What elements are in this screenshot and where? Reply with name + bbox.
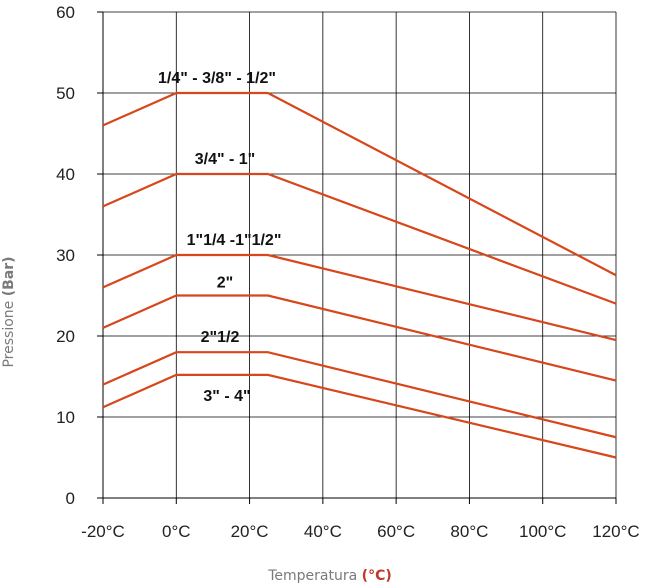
x-tick-label: 120°C [592,522,639,541]
x-tick-label: 40°C [304,522,342,541]
tick-labels: 0 10 20 30 40 50 60 -20°C 0°C 20°C 40°C 60°C 80°C 100… [56,3,640,541]
y-tick-label: 30 [56,246,75,265]
series-label: 1/4" - 3/8" - 1/2" [158,70,276,87]
series-label: 1"1/4 -1"1/2" [187,232,282,249]
series-line [102,91,617,277]
series-label: 3/4" - 1" [195,151,256,168]
y-tick-label: 40 [56,165,75,184]
series-label: 2" [217,275,233,292]
series-line [102,172,617,305]
x-tick-label: 80°C [450,522,488,541]
y-axis-title: Pressione (Bar) [1,256,17,367]
series-line [102,294,617,382]
y-tick-label: 20 [56,327,75,346]
series-line [102,253,617,342]
x-tick-label: 60°C [377,522,415,541]
x-tick-label: 20°C [231,522,269,541]
series-label: 2"1/2 [201,329,240,346]
y-tick-label: 60 [56,3,75,22]
x-tick-label: -20°C [81,522,125,541]
series-label: 3" - 4" [203,388,250,405]
x-axis-title: Temperatura (°C) [267,568,392,584]
series-line [102,373,617,459]
y-tick-label: 0 [66,489,75,508]
x-tick-label: 100°C [519,522,566,541]
series-lines [102,91,617,459]
y-tick-label: 50 [56,84,75,103]
y-axis-unit: (Bar) [1,256,17,296]
x-tick-label: 0°C [162,522,191,541]
x-axis-unit: (°C) [362,568,392,584]
series-labels: 1/4" - 3/8" - 1/2" 3/4" - 1" 1"1/4 -1"1/2"… [158,70,281,405]
y-tick-label: 10 [56,408,75,427]
series-line [102,351,617,439]
